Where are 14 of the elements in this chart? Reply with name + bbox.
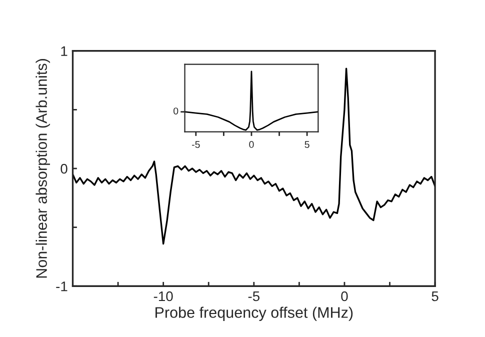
x-tick-label: 0 [249,141,254,148]
x-tick-label: -10 [154,291,173,302]
x-tick-label: -5 [248,291,260,302]
y-tick-label: 0 [60,164,68,174]
x-tick-label: -5 [192,141,200,148]
x-tick-label: 0 [341,291,348,302]
x-tick-label: 5 [432,291,438,302]
y-tick-label: -1 [56,282,68,292]
line-series [72,68,436,245]
y-tick-label: 1 [61,46,68,56]
annotation: 0 [174,108,178,114]
x-axis-title: Probe frequency offset (MHz) [156,306,353,321]
y-axis-title: Non-linear absorption (Arb.units) [36,59,50,278]
x-tick-label: 5 [304,141,310,148]
